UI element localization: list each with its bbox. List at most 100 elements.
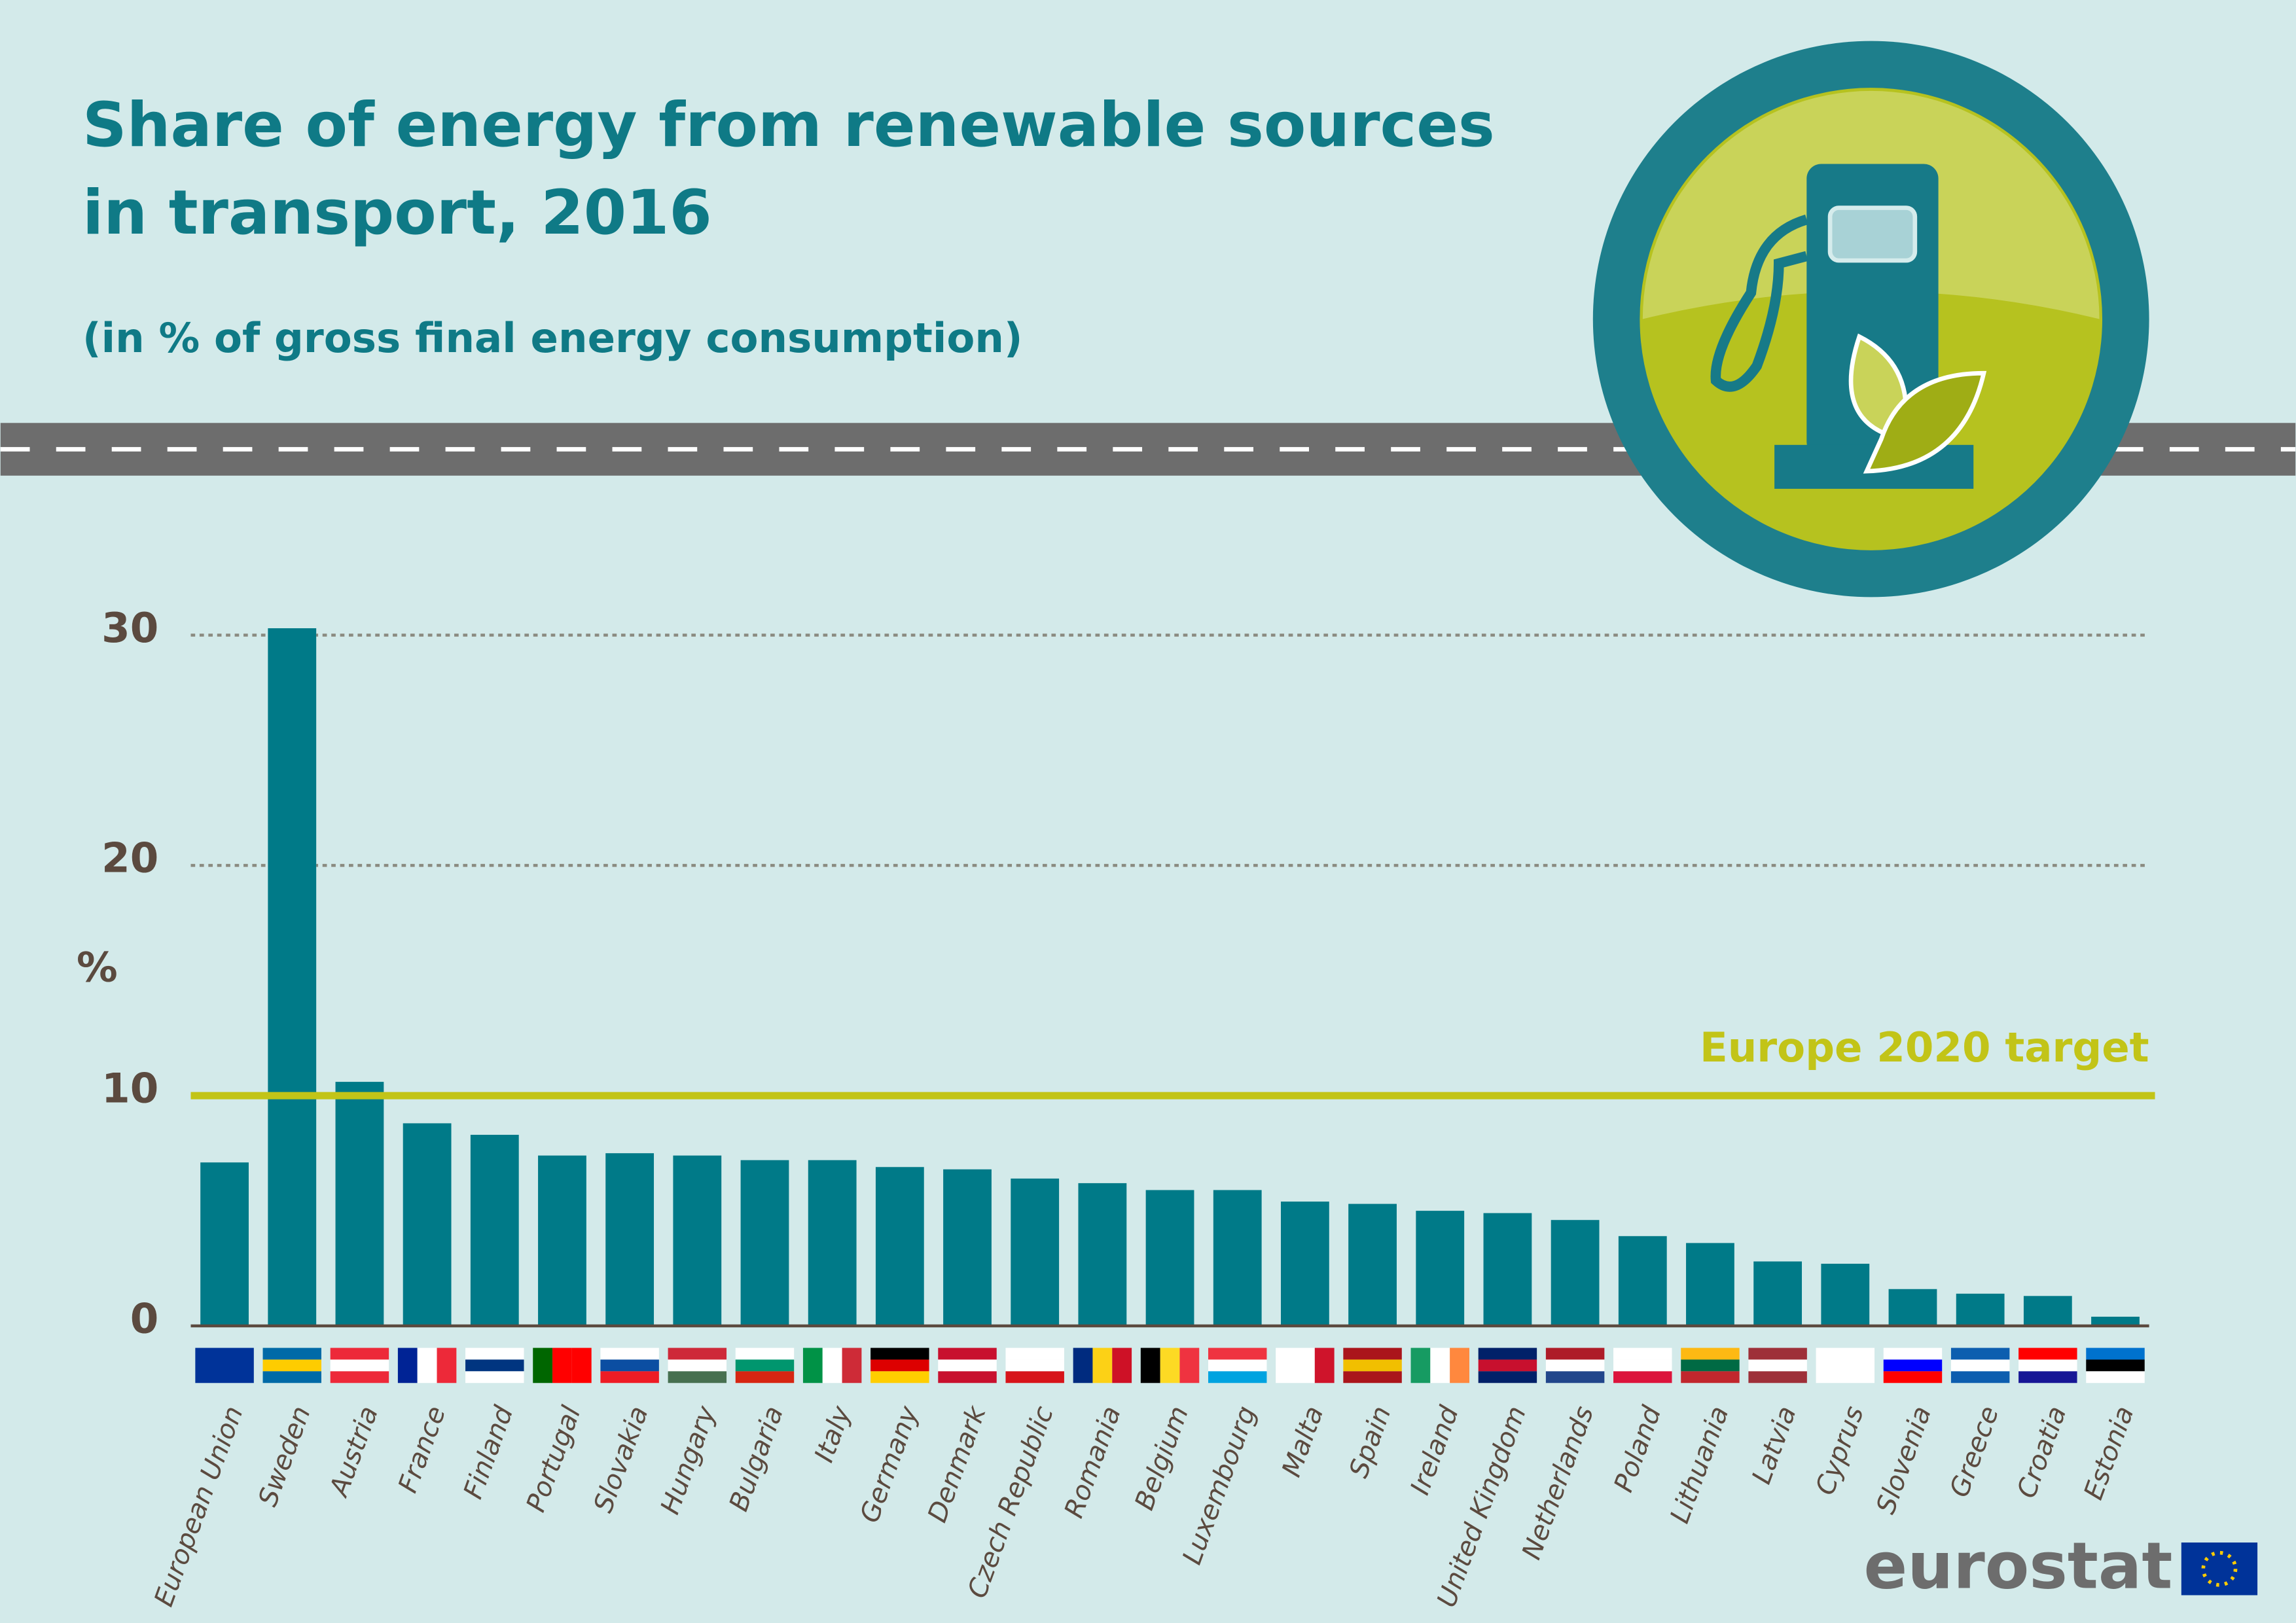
bar xyxy=(1956,1293,2005,1327)
bar xyxy=(1280,1202,1329,1327)
flag-stripe xyxy=(571,1347,592,1383)
flag xyxy=(2018,1347,2077,1383)
flag-stripe xyxy=(1478,1371,1537,1383)
flag-stripe xyxy=(437,1347,457,1383)
flag-stripe xyxy=(1681,1371,1740,1383)
bar xyxy=(740,1160,789,1327)
flag xyxy=(600,1347,659,1383)
flag xyxy=(1478,1347,1537,1383)
bar xyxy=(1753,1261,1803,1327)
flag-stripe xyxy=(1613,1359,1672,1372)
flag-stripe xyxy=(1883,1371,1943,1383)
bar xyxy=(1821,1264,1870,1327)
flag-field xyxy=(1816,1347,1875,1383)
flag-stripe xyxy=(1208,1371,1267,1383)
flag-stripe xyxy=(1613,1371,1672,1383)
flag xyxy=(870,1347,929,1383)
flag-stripe xyxy=(735,1359,795,1372)
bar xyxy=(268,628,317,1327)
bar xyxy=(403,1123,452,1327)
flag-stripe xyxy=(1748,1371,1807,1383)
flag xyxy=(1883,1347,1943,1383)
flag-stripe xyxy=(1343,1371,1402,1383)
flag-stripe xyxy=(1005,1347,1064,1360)
bar xyxy=(1078,1183,1127,1327)
flag-stripe xyxy=(668,1359,727,1372)
flag-stripe xyxy=(330,1347,389,1360)
flag-stripe xyxy=(330,1371,389,1383)
flag-stripe xyxy=(1276,1347,1295,1383)
flag xyxy=(1816,1347,1875,1383)
flag xyxy=(668,1347,727,1383)
flag-stripe xyxy=(938,1359,997,1372)
eurostat-logo: eurostat xyxy=(1864,1529,2258,1603)
flag xyxy=(1140,1347,1200,1383)
y-tick-label: 10 xyxy=(101,1065,158,1113)
flag-field xyxy=(195,1347,254,1383)
flag-stripe xyxy=(842,1347,862,1383)
flag-stripe xyxy=(1950,1359,2010,1372)
flag xyxy=(1005,1347,1064,1383)
flag xyxy=(1545,1347,1605,1383)
flag xyxy=(802,1347,862,1383)
flag xyxy=(195,1347,254,1383)
flag-stripe xyxy=(1343,1359,1402,1372)
bar xyxy=(470,1135,519,1327)
flag-stripe xyxy=(2086,1359,2145,1372)
flag xyxy=(735,1347,795,1383)
bar xyxy=(1145,1190,1194,1327)
flag-stripe xyxy=(1545,1359,1605,1372)
flag-stripe xyxy=(1005,1371,1064,1383)
bar xyxy=(875,1167,924,1327)
flag-stripe xyxy=(1545,1371,1605,1383)
flag-stripe xyxy=(1681,1347,1740,1360)
flag-stripe xyxy=(1005,1359,1064,1372)
flag-stripe xyxy=(1478,1347,1537,1360)
flag xyxy=(1343,1347,1402,1383)
bar xyxy=(538,1155,586,1327)
bar xyxy=(335,1082,384,1327)
flag-stripe xyxy=(1883,1359,1943,1372)
flag-stripe xyxy=(417,1347,437,1383)
flag-stripe xyxy=(1450,1347,1469,1383)
flag-stripe xyxy=(1314,1347,1335,1383)
chart-title: Share of energy from renewable sources in… xyxy=(82,90,1495,249)
flag-stripe xyxy=(1613,1347,1672,1360)
flag-stripe xyxy=(2018,1371,2077,1383)
flag-stripe xyxy=(1140,1347,1160,1383)
flag-stripe xyxy=(668,1371,727,1383)
flag xyxy=(330,1347,389,1383)
flag-stripe xyxy=(465,1371,524,1383)
flag-stripe xyxy=(1073,1347,1093,1383)
flag-stripe xyxy=(397,1347,418,1383)
flag-stripe xyxy=(870,1347,929,1360)
flag-stripe xyxy=(1208,1359,1267,1372)
bar xyxy=(1348,1204,1397,1327)
flag-stripe xyxy=(822,1347,842,1383)
flag-stripe xyxy=(600,1359,659,1372)
flag-stripe xyxy=(938,1347,997,1360)
flag xyxy=(1410,1347,1469,1383)
flag-stripe xyxy=(1545,1347,1605,1360)
bar xyxy=(1011,1178,1060,1327)
flag xyxy=(1681,1347,1740,1383)
flag-stripe xyxy=(600,1371,659,1383)
flag-stripe xyxy=(2018,1359,2077,1372)
flag xyxy=(1073,1347,1132,1383)
flag-stripe xyxy=(330,1359,389,1372)
flag xyxy=(1276,1347,1335,1383)
pump-icon xyxy=(1592,41,2149,597)
bar xyxy=(2091,1316,2140,1327)
flag-stripe xyxy=(552,1347,572,1383)
flag xyxy=(262,1347,321,1383)
bar xyxy=(605,1153,655,1327)
source-logo: eurostat xyxy=(1864,1529,2173,1603)
bar xyxy=(1416,1211,1465,1327)
flag-stripe xyxy=(1208,1347,1267,1360)
flag xyxy=(938,1347,997,1383)
flag-stripe xyxy=(1160,1347,1180,1383)
flag-stripe xyxy=(1092,1347,1113,1383)
flag-stripe xyxy=(1478,1359,1537,1372)
flag-stripe xyxy=(870,1359,929,1372)
